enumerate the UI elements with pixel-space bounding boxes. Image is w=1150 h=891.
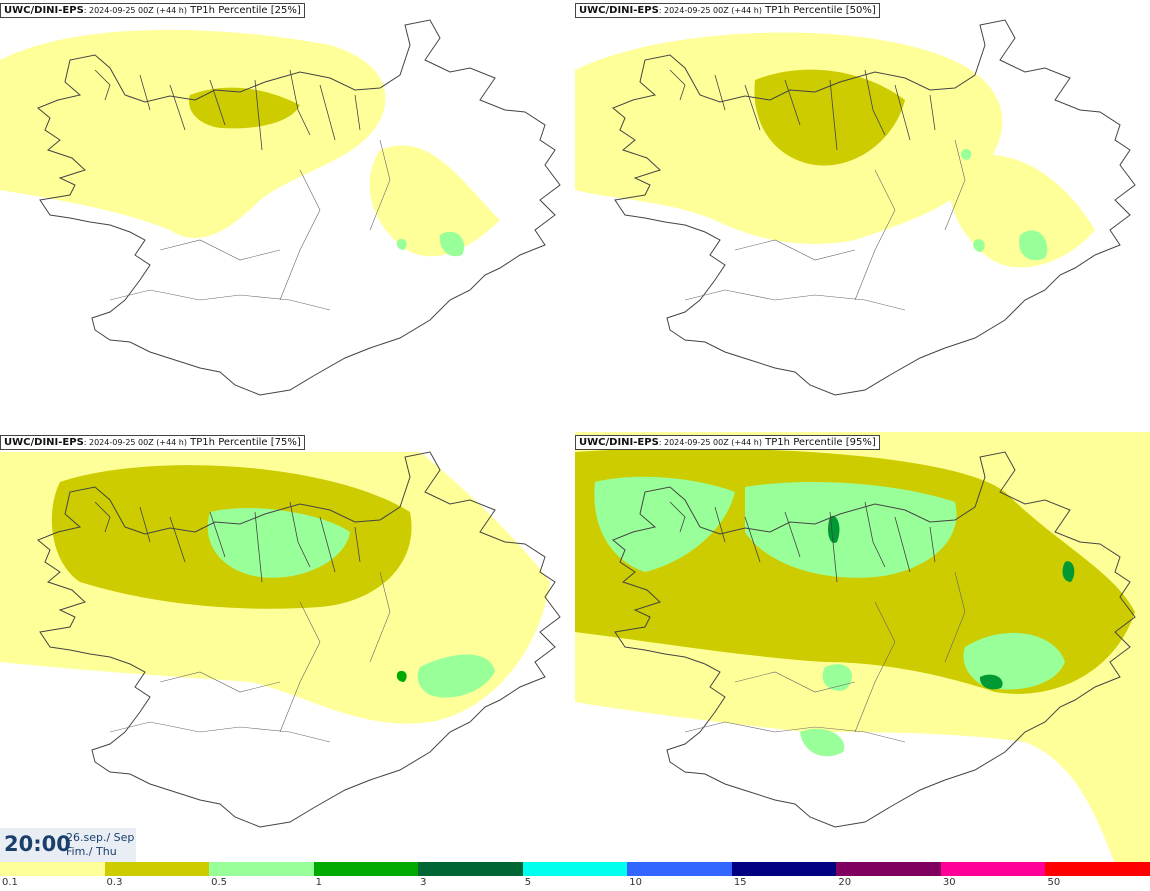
legend-swatch — [418, 862, 524, 876]
run-info: : 2024-09-25 00Z (+44 h) — [83, 438, 187, 447]
valid-time-box: 20:00 26.sep./ Sep Fim./ Thu — [0, 828, 136, 862]
legend-swatch — [313, 862, 419, 876]
field-label: TP1h Percentile [25%] — [190, 5, 301, 16]
precip-map — [0, 19, 561, 396]
run-info: : 2024-09-25 00Z (+44 h) — [658, 438, 762, 447]
run-info: : 2024-09-25 00Z (+44 h) — [658, 6, 762, 15]
valid-time-clock: 20:00 — [4, 832, 71, 856]
map-panel-75: UWC/DINI-EPS: 2024-09-25 00Z (+44 h) TP1… — [0, 432, 575, 864]
legend-tick-label: 20 — [838, 877, 852, 888]
map-panel-95: UWC/DINI-EPS: 2024-09-25 00Z (+44 h) TP1… — [575, 432, 1150, 864]
panel-title: UWC/DINI-EPS: 2024-09-25 00Z (+44 h) TP1… — [0, 435, 305, 450]
legend-tick-label: 50 — [1047, 877, 1061, 888]
legend-tick-label: 0.5 — [211, 877, 227, 888]
legend-colorbar — [0, 862, 1150, 876]
model-name: UWC/DINI-EPS — [4, 5, 84, 16]
legend-swatch — [1045, 862, 1150, 876]
legend-tick-label: 1 — [315, 877, 322, 888]
legend-tick-label: 30 — [942, 877, 956, 888]
field-label: TP1h Percentile [95%] — [765, 437, 876, 448]
legend-tick-label: 0.1 — [2, 877, 18, 888]
legend-tick-label: 15 — [733, 877, 747, 888]
valid-weekday: Fim./ Thu — [66, 845, 117, 858]
field-label: TP1h Percentile [75%] — [190, 437, 301, 448]
map-panel-25: UWC/DINI-EPS: 2024-09-25 00Z (+44 h) TP1… — [0, 0, 575, 432]
precip-map — [0, 451, 561, 828]
legend-swatch — [104, 862, 210, 876]
panel-title: UWC/DINI-EPS: 2024-09-25 00Z (+44 h) TP1… — [575, 435, 880, 450]
panel-title: UWC/DINI-EPS: 2024-09-25 00Z (+44 h) TP1… — [0, 3, 305, 18]
precip-map — [575, 19, 1136, 396]
model-name: UWC/DINI-EPS — [579, 5, 659, 16]
model-name: UWC/DINI-EPS — [4, 437, 84, 448]
valid-date: 26.sep./ Sep — [66, 831, 135, 844]
legend-swatch — [209, 862, 315, 876]
panel-title: UWC/DINI-EPS: 2024-09-25 00Z (+44 h) TP1… — [575, 3, 880, 18]
legend-ticks: 0.1 0.3 0.5 1 3 5 10 15 20 30 50 — [0, 877, 1150, 891]
legend-swatch — [627, 862, 733, 876]
legend-swatch — [522, 862, 628, 876]
legend-swatch — [940, 862, 1046, 876]
map-panel-50: UWC/DINI-EPS: 2024-09-25 00Z (+44 h) TP1… — [575, 0, 1150, 432]
field-label: TP1h Percentile [50%] — [765, 5, 876, 16]
precip-map — [575, 432, 1150, 864]
legend-swatch — [0, 862, 106, 876]
run-info: : 2024-09-25 00Z (+44 h) — [83, 6, 187, 15]
legend-tick-label: 5 — [524, 877, 532, 888]
legend-swatch — [836, 862, 942, 876]
legend-tick-label: 3 — [420, 877, 427, 888]
model-name: UWC/DINI-EPS — [579, 437, 659, 448]
legend-swatch — [731, 862, 837, 876]
legend-tick-label: 10 — [629, 877, 642, 888]
legend-tick-label: 0.3 — [106, 877, 123, 888]
